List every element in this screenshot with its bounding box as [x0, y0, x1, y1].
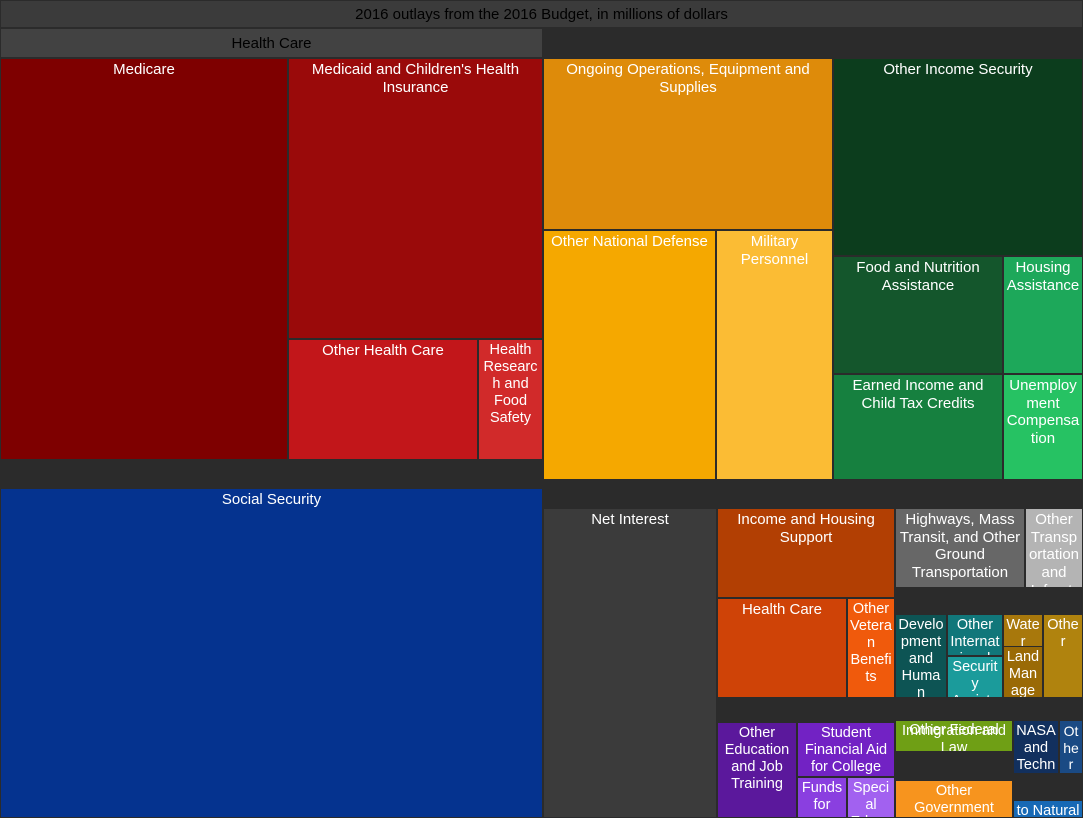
cell-earned-income-label: Earned Income and Child Tax Credits	[852, 377, 984, 412]
cell-response-natural-label: to Natural	[1016, 803, 1080, 818]
cell-other-science-research[interactable]: Other Science Research	[1059, 720, 1083, 774]
cell-veteran-health-care[interactable]: Health Care	[717, 598, 847, 698]
cell-other-natural-resources[interactable]: Other	[1043, 614, 1083, 698]
cell-other-transportation-and-infrastructure[interactable]: Other Transportation and Infrastructure	[1025, 508, 1083, 588]
cell-medicare-label: Medicare	[113, 61, 175, 78]
group-header-health-care-label: Health Care	[231, 34, 312, 52]
cell-other-veteran-benefits-label: Other Veteran Benefits	[850, 601, 892, 686]
cell-special-education[interactable]: Special Education	[847, 777, 895, 818]
cell-social-security[interactable]: Social Security	[0, 488, 543, 818]
cell-income-housing-support-label: Income and Housing Support	[737, 511, 875, 546]
cell-other-income-security[interactable]: Other Income Security	[833, 58, 1083, 256]
cell-special-education-label: Special Education	[850, 780, 891, 817]
cell-other-international[interactable]: Other International	[947, 614, 1003, 656]
group-header-health-care[interactable]: Health Care	[0, 28, 543, 58]
cell-housing-assistance-label: Housing Assistance	[1006, 259, 1080, 294]
cell-ongoing-operations-equipment-and-supplies[interactable]: Ongoing Operations, Equipment and Suppli…	[543, 58, 833, 230]
cell-nasa-label: NASA and Technology	[1016, 723, 1056, 774]
cell-response-to-natural-disasters[interactable]: to Natural	[1013, 800, 1083, 818]
cell-net-interest-label: Net Interest	[591, 511, 669, 528]
cell-student-financial-aid-for-college[interactable]: Student Financial Aid for College	[797, 722, 895, 777]
cell-immigration-law-label: Immigration and Law Enforcement	[902, 723, 1006, 752]
cell-other-national-defense[interactable]: Other National Defense	[543, 230, 716, 480]
cell-highways-mass-transit-and-other-ground-transportation[interactable]: Highways, Mass Transit, and Other Ground…	[895, 508, 1025, 588]
cell-security-assistance[interactable]: Security Assistance	[947, 656, 1003, 698]
cell-other-federal-overlay-label: Other Federal	[909, 722, 999, 738]
cell-ongoing-ops-label: Ongoing Operations, Equipment and Suppli…	[566, 61, 810, 96]
cell-health-research-and-food-safety[interactable]: Health Research and Food Safety	[478, 339, 543, 460]
cell-health-research-label: Health Research and Food Safety	[483, 342, 538, 427]
cell-immigration-and-law-enforcement[interactable]: Immigration and Law Enforcement	[895, 720, 1013, 752]
cell-earned-income-and-child-tax-credits[interactable]: Earned Income and Child Tax Credits	[833, 374, 1003, 480]
cell-other-education-and-job-training[interactable]: Other Education and Job Training	[717, 722, 797, 818]
cell-unemployment-compensation[interactable]: Unemployment Compensation	[1003, 374, 1083, 480]
cell-other-international-label: Other International	[950, 617, 1000, 655]
cell-other-gov-programs-label: Other Government Programs	[914, 783, 994, 817]
cell-medicare[interactable]: Medicare	[0, 58, 288, 460]
cell-development-label: Development and Human Assistance	[898, 617, 944, 698]
cell-student-aid-label: Student Financial Aid for College	[804, 725, 888, 776]
cell-other-national-defense-label: Other National Defense	[551, 233, 708, 250]
cell-food-nutrition-label: Food and Nutrition Assistance	[856, 259, 980, 294]
cell-veteran-health-care-label: Health Care	[741, 601, 823, 618]
cell-land-management-label: Land Management	[1006, 649, 1040, 698]
cell-other-science-label: Other Science Research	[1063, 723, 1079, 773]
cell-housing-assistance[interactable]: Housing Assistance	[1003, 256, 1083, 374]
cell-funds-for-schools[interactable]: Funds for	[797, 777, 847, 818]
cell-income-and-housing-support[interactable]: Income and Housing Support	[717, 508, 895, 598]
cell-other-natural-label: Other	[1047, 617, 1079, 651]
cell-medicaid-childrens-health-insurance[interactable]: Medicaid and Children's Health Insurance	[288, 58, 543, 339]
cell-other-health-care[interactable]: Other Health Care	[288, 339, 478, 460]
cell-medicaid-label: Medicaid and Children's Health Insurance	[311, 61, 520, 96]
cell-security-assistance-label: Security Assistance	[952, 659, 999, 697]
cell-other-government-programs[interactable]: Other Government Programs	[895, 780, 1013, 818]
cell-development-and-human-assistance[interactable]: Development and Human Assistance	[895, 614, 947, 698]
cell-other-education-label: Other Education and Job Training	[724, 725, 790, 793]
cell-net-interest[interactable]: Net Interest	[543, 508, 717, 818]
cell-funds-for-label: Funds for	[801, 780, 843, 814]
chart-title-text: 2016 outlays from the 2016 Budget, in mi…	[355, 5, 728, 23]
cell-unemployment-label: Unemployment Compensation	[1006, 377, 1080, 448]
chart-title: 2016 outlays from the 2016 Budget, in mi…	[0, 0, 1083, 28]
cell-land-management[interactable]: Land Management	[1003, 646, 1043, 698]
cell-other-income-security-label: Other Income Security	[883, 61, 1033, 78]
cell-food-and-nutrition-assistance[interactable]: Food and Nutrition Assistance	[833, 256, 1003, 374]
cell-other-federal-law-enforcement[interactable]: Other Federal	[895, 720, 1013, 752]
cell-military-personnel-label: Military Personnel	[740, 233, 809, 268]
cell-other-veteran-benefits[interactable]: Other Veteran Benefits	[847, 598, 895, 698]
cell-other-transportation-label: Other Transportation and Infrastructure	[1028, 511, 1080, 587]
cell-highways-label: Highways, Mass Transit, and Other Ground…	[899, 511, 1021, 582]
cell-other-health-care-label: Other Health Care	[322, 342, 444, 359]
cell-social-security-label: Social Security	[221, 491, 322, 508]
cell-nasa-and-technology[interactable]: NASA and Technology	[1013, 720, 1059, 774]
cell-military-personnel[interactable]: Military Personnel	[716, 230, 833, 480]
